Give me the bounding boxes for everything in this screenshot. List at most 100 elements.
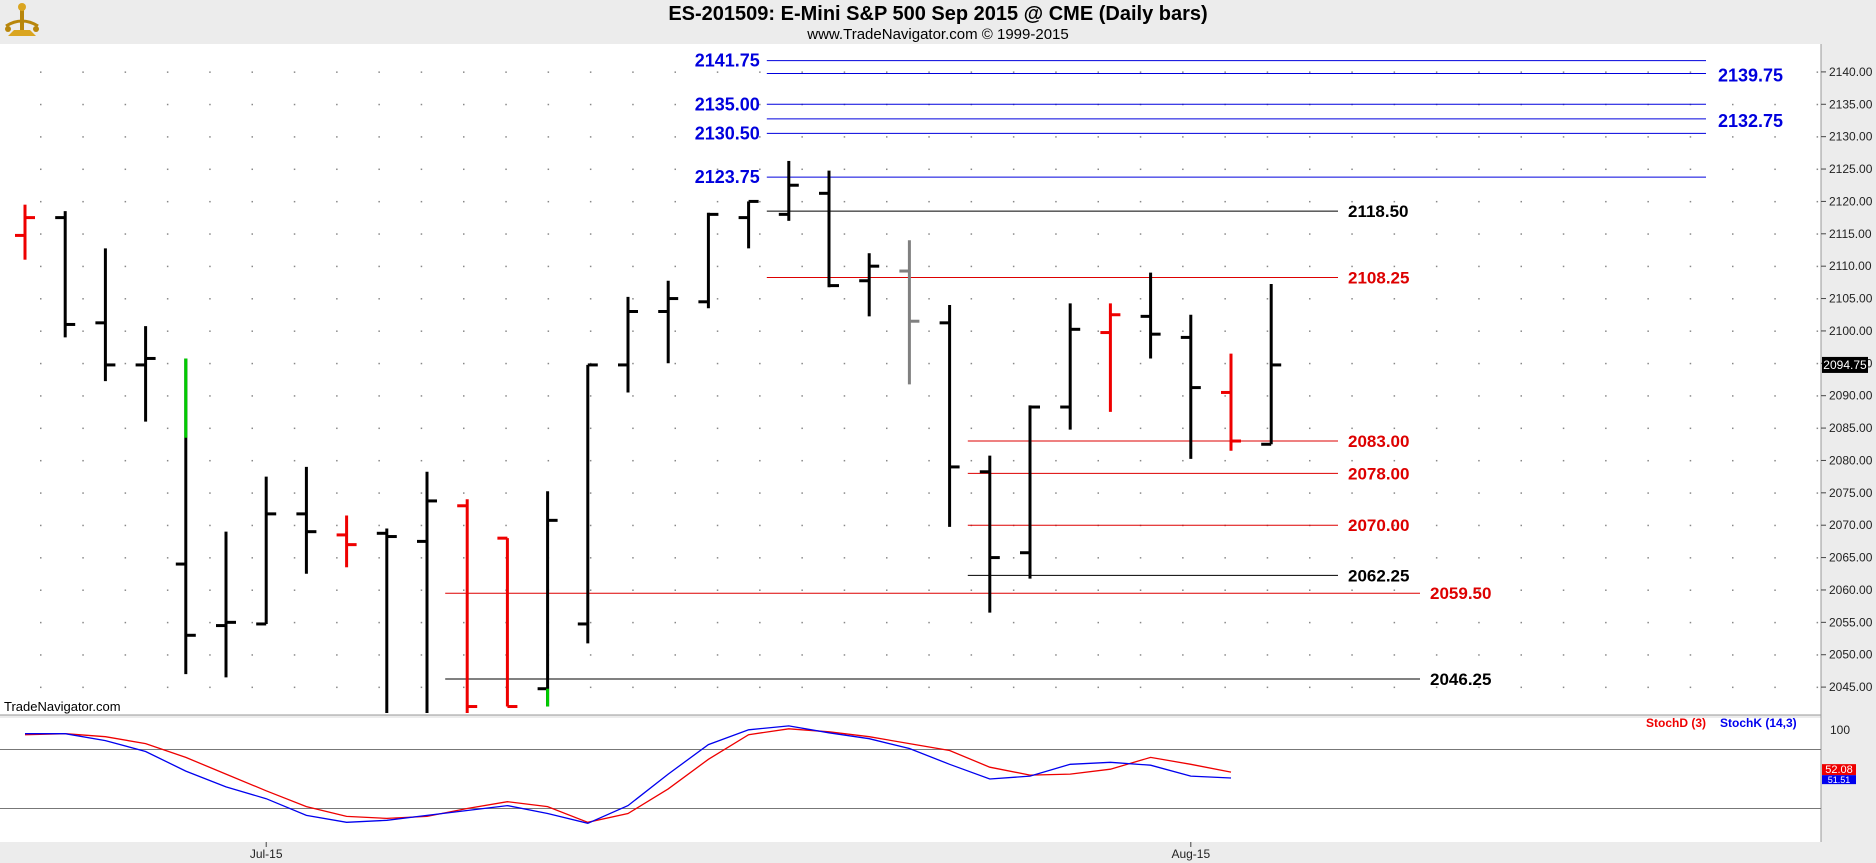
stoch-pane	[0, 718, 1821, 842]
grid-dot	[1055, 589, 1057, 591]
grid-dot	[166, 654, 169, 656]
grid-dot	[1816, 298, 1819, 300]
legend-stochd: StochD (3)	[1646, 716, 1706, 730]
grid-dot	[1605, 557, 1607, 559]
grid-dot	[1182, 71, 1184, 73]
grid-dot	[251, 168, 253, 171]
grid-dot	[589, 427, 592, 430]
grid-dot	[1520, 589, 1522, 591]
grid-dot	[336, 524, 338, 527]
grid-dot	[251, 621, 253, 624]
grid-dot	[209, 589, 211, 591]
grid-dot	[843, 621, 846, 624]
grid-dot	[674, 524, 676, 527]
grid-dot	[1309, 589, 1311, 591]
grid-dot	[886, 200, 888, 203]
grid-dot	[759, 71, 761, 73]
grid-dot	[505, 298, 507, 300]
grid-dot	[463, 654, 465, 656]
level-label: 2139.75	[1718, 66, 1783, 86]
grid-dot	[843, 265, 846, 268]
grid-dot	[801, 557, 803, 559]
grid-dot	[1647, 427, 1649, 430]
grid-dot	[505, 459, 507, 462]
grid-dot	[970, 200, 973, 203]
grid-dot	[1139, 136, 1142, 138]
grid-dot	[1097, 168, 1099, 171]
grid-dot	[886, 298, 888, 300]
grid-dot	[1012, 298, 1015, 300]
grid-dot	[166, 168, 169, 171]
grid-dot	[1393, 589, 1396, 591]
grid-dot	[1816, 492, 1819, 494]
grid-dot	[1816, 168, 1819, 171]
y-tick-label: 2090.00	[1829, 389, 1873, 403]
grid-dot	[1266, 362, 1269, 365]
grid-dot	[82, 589, 84, 591]
grid-dot	[928, 427, 930, 430]
grid-dot	[40, 524, 42, 527]
grid-dot	[420, 330, 423, 332]
grid-dot	[886, 265, 888, 268]
grid-dot	[378, 524, 380, 527]
grid-dot	[40, 71, 42, 73]
grid-dot	[1266, 168, 1269, 171]
grid-dot	[1732, 589, 1734, 591]
grid-dot	[970, 136, 973, 138]
grid-dot	[589, 492, 592, 494]
grid-dot	[293, 71, 296, 73]
grid-dot	[293, 233, 296, 235]
grid-dot	[1309, 427, 1311, 430]
grid-dot	[40, 233, 42, 235]
grid-dot	[1478, 686, 1480, 689]
grid-dot	[1012, 362, 1015, 365]
grid-dot	[547, 362, 550, 365]
grid-dot	[378, 427, 380, 430]
grid-dot	[166, 621, 169, 624]
grid-dot	[1309, 395, 1311, 397]
grid-dot	[970, 168, 973, 171]
grid-dot	[124, 330, 127, 332]
grid-dot	[463, 233, 465, 235]
grid-dot	[1774, 524, 1776, 527]
grid-dot	[716, 136, 719, 138]
grid-dot	[1774, 298, 1776, 300]
grid-dot	[293, 557, 296, 559]
grid-dot	[632, 557, 634, 559]
grid-dot	[1520, 557, 1522, 559]
grid-dot	[1055, 427, 1057, 430]
grid-dot	[1224, 265, 1226, 268]
grid-dot	[1478, 233, 1480, 235]
grid-dot	[1478, 200, 1480, 203]
y-tick-label: 2125.00	[1829, 162, 1873, 176]
grid-dot	[674, 71, 676, 73]
grid-dot	[1139, 168, 1142, 171]
grid-dot	[1647, 654, 1649, 656]
grid-dot	[843, 686, 846, 689]
grid-dot	[843, 427, 846, 430]
grid-dot	[1520, 362, 1522, 365]
grid-dot	[251, 136, 253, 138]
grid-dot	[124, 395, 127, 397]
grid-dot	[1647, 362, 1649, 365]
grid-dot	[1647, 233, 1649, 235]
grid-dot	[1478, 492, 1480, 494]
grid-dot	[1562, 136, 1565, 138]
grid-dot	[1689, 492, 1692, 494]
grid-dot	[1520, 200, 1522, 203]
grid-dot	[928, 362, 930, 365]
grid-dot	[1351, 265, 1353, 268]
grid-dot	[1309, 621, 1311, 624]
grid-dot	[40, 395, 42, 397]
grid-dot	[82, 362, 84, 365]
grid-dot	[928, 589, 930, 591]
grid-dot	[1224, 557, 1226, 559]
grid-dot	[674, 427, 676, 430]
grid-dot	[1732, 654, 1734, 656]
grid-dot	[1393, 233, 1396, 235]
grid-dot	[82, 330, 84, 332]
grid-dot	[1182, 459, 1184, 462]
grid-dot	[505, 103, 507, 106]
y-tick-label: 2130.00	[1829, 130, 1873, 144]
